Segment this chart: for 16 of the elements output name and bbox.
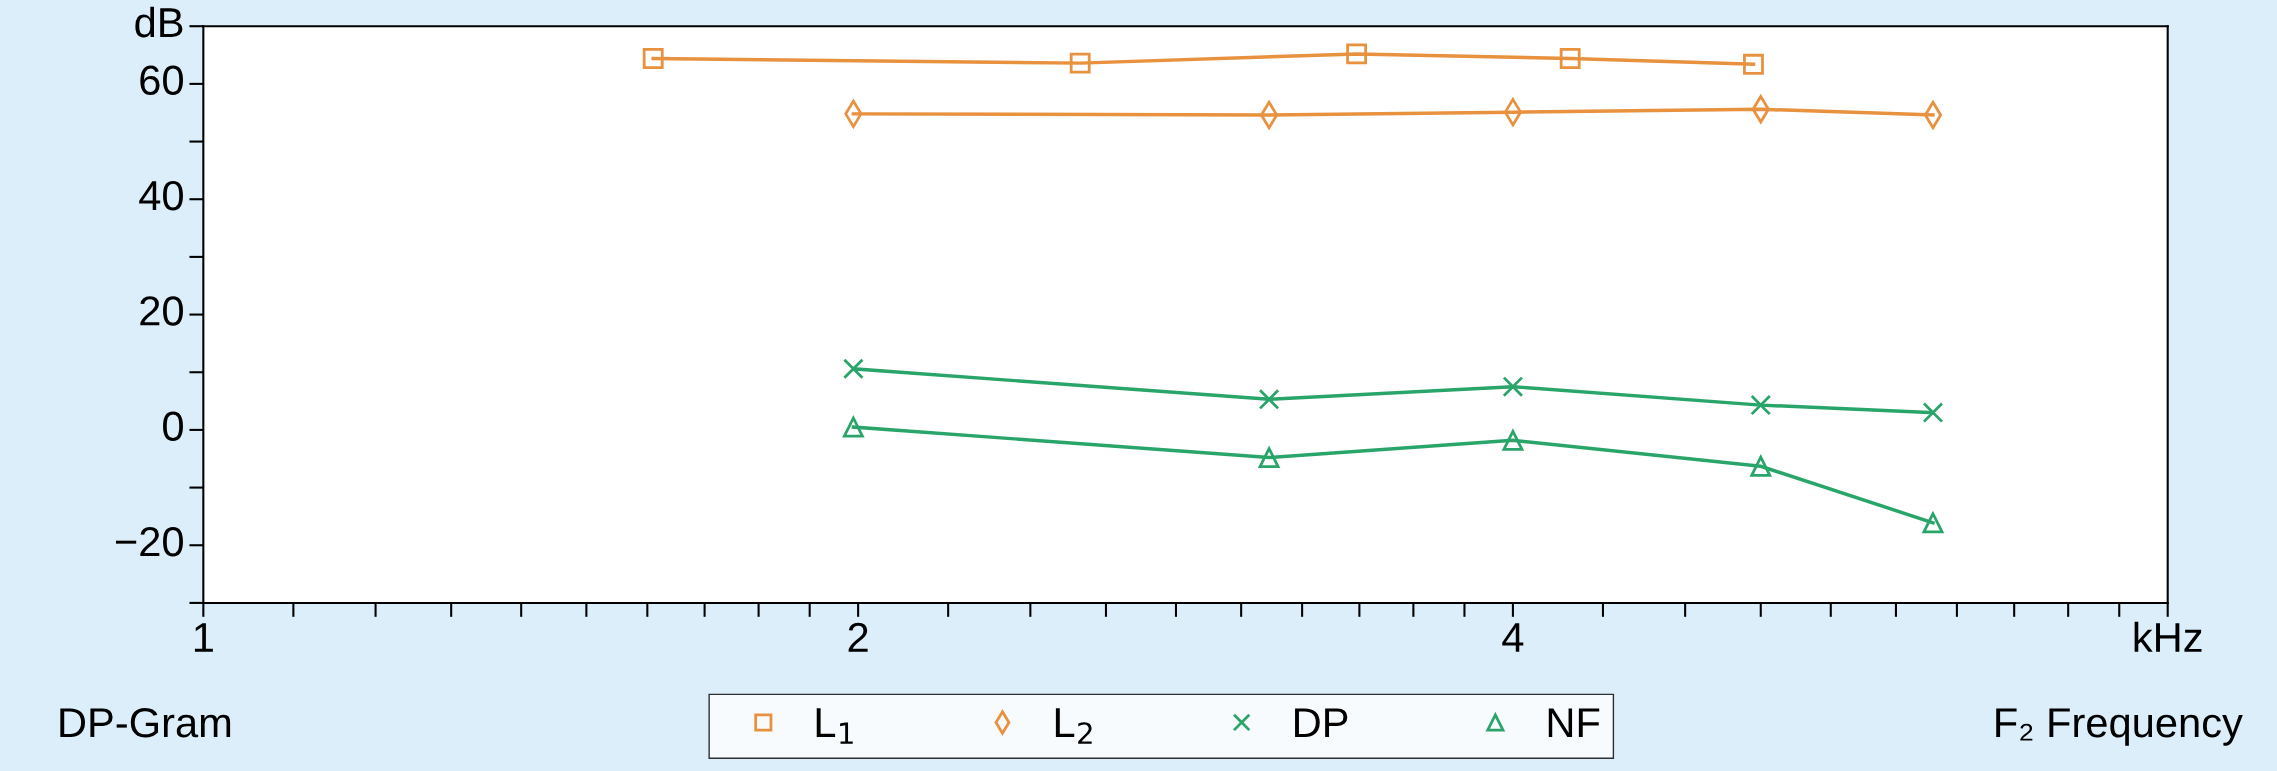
y-tick-label: −20 bbox=[115, 526, 183, 557]
y-tick-label: 0 bbox=[163, 411, 183, 442]
y-tick-label: 60 bbox=[140, 65, 183, 96]
text: DP-Gram bbox=[60, 707, 231, 738]
y-tick-label: 40 bbox=[139, 180, 183, 211]
x-axis-title: F₂ Frequency bbox=[1996, 708, 2243, 746]
x-tick-label: kHz bbox=[2134, 621, 2202, 652]
x-tick-label: 2 bbox=[848, 622, 868, 652]
legend-label: L$_{2}$ bbox=[1055, 708, 1092, 744]
legend-label: L$_{1}$ bbox=[816, 708, 853, 744]
legend-label: DP bbox=[1295, 708, 1348, 738]
x-tick-label: 1 bbox=[194, 623, 213, 652]
legend-label: NF bbox=[1548, 708, 1600, 738]
y-tick-label: 20 bbox=[140, 296, 183, 326]
y-tick-label: dB bbox=[135, 6, 183, 38]
x-tick-label: 4 bbox=[1502, 623, 1524, 652]
